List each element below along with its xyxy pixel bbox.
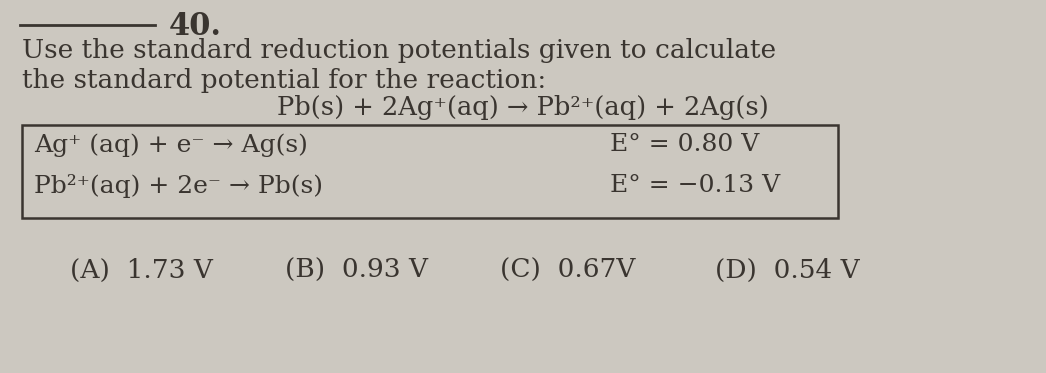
Text: (B)  0.93 V: (B) 0.93 V (285, 258, 428, 283)
Text: (D)  0.54 V: (D) 0.54 V (715, 258, 860, 283)
Text: 40.: 40. (168, 11, 222, 42)
Text: Ag⁺ (aq) + e⁻ → Ag(s): Ag⁺ (aq) + e⁻ → Ag(s) (35, 133, 308, 157)
Text: (C)  0.67V: (C) 0.67V (500, 258, 635, 283)
Text: (A)  1.73 V: (A) 1.73 V (70, 258, 213, 283)
Text: Pb(s) + 2Ag⁺(aq) → Pb²⁺(aq) + 2Ag(s): Pb(s) + 2Ag⁺(aq) → Pb²⁺(aq) + 2Ag(s) (277, 95, 769, 120)
FancyBboxPatch shape (22, 125, 838, 218)
Text: E° = 0.80 V: E° = 0.80 V (610, 133, 758, 156)
Text: Pb²⁺(aq) + 2e⁻ → Pb(s): Pb²⁺(aq) + 2e⁻ → Pb(s) (35, 174, 323, 198)
Text: the standard potential for the reaction:: the standard potential for the reaction: (22, 68, 546, 93)
Text: E° = −0.13 V: E° = −0.13 V (610, 174, 779, 197)
Text: Use the standard reduction potentials given to calculate: Use the standard reduction potentials gi… (22, 38, 776, 63)
